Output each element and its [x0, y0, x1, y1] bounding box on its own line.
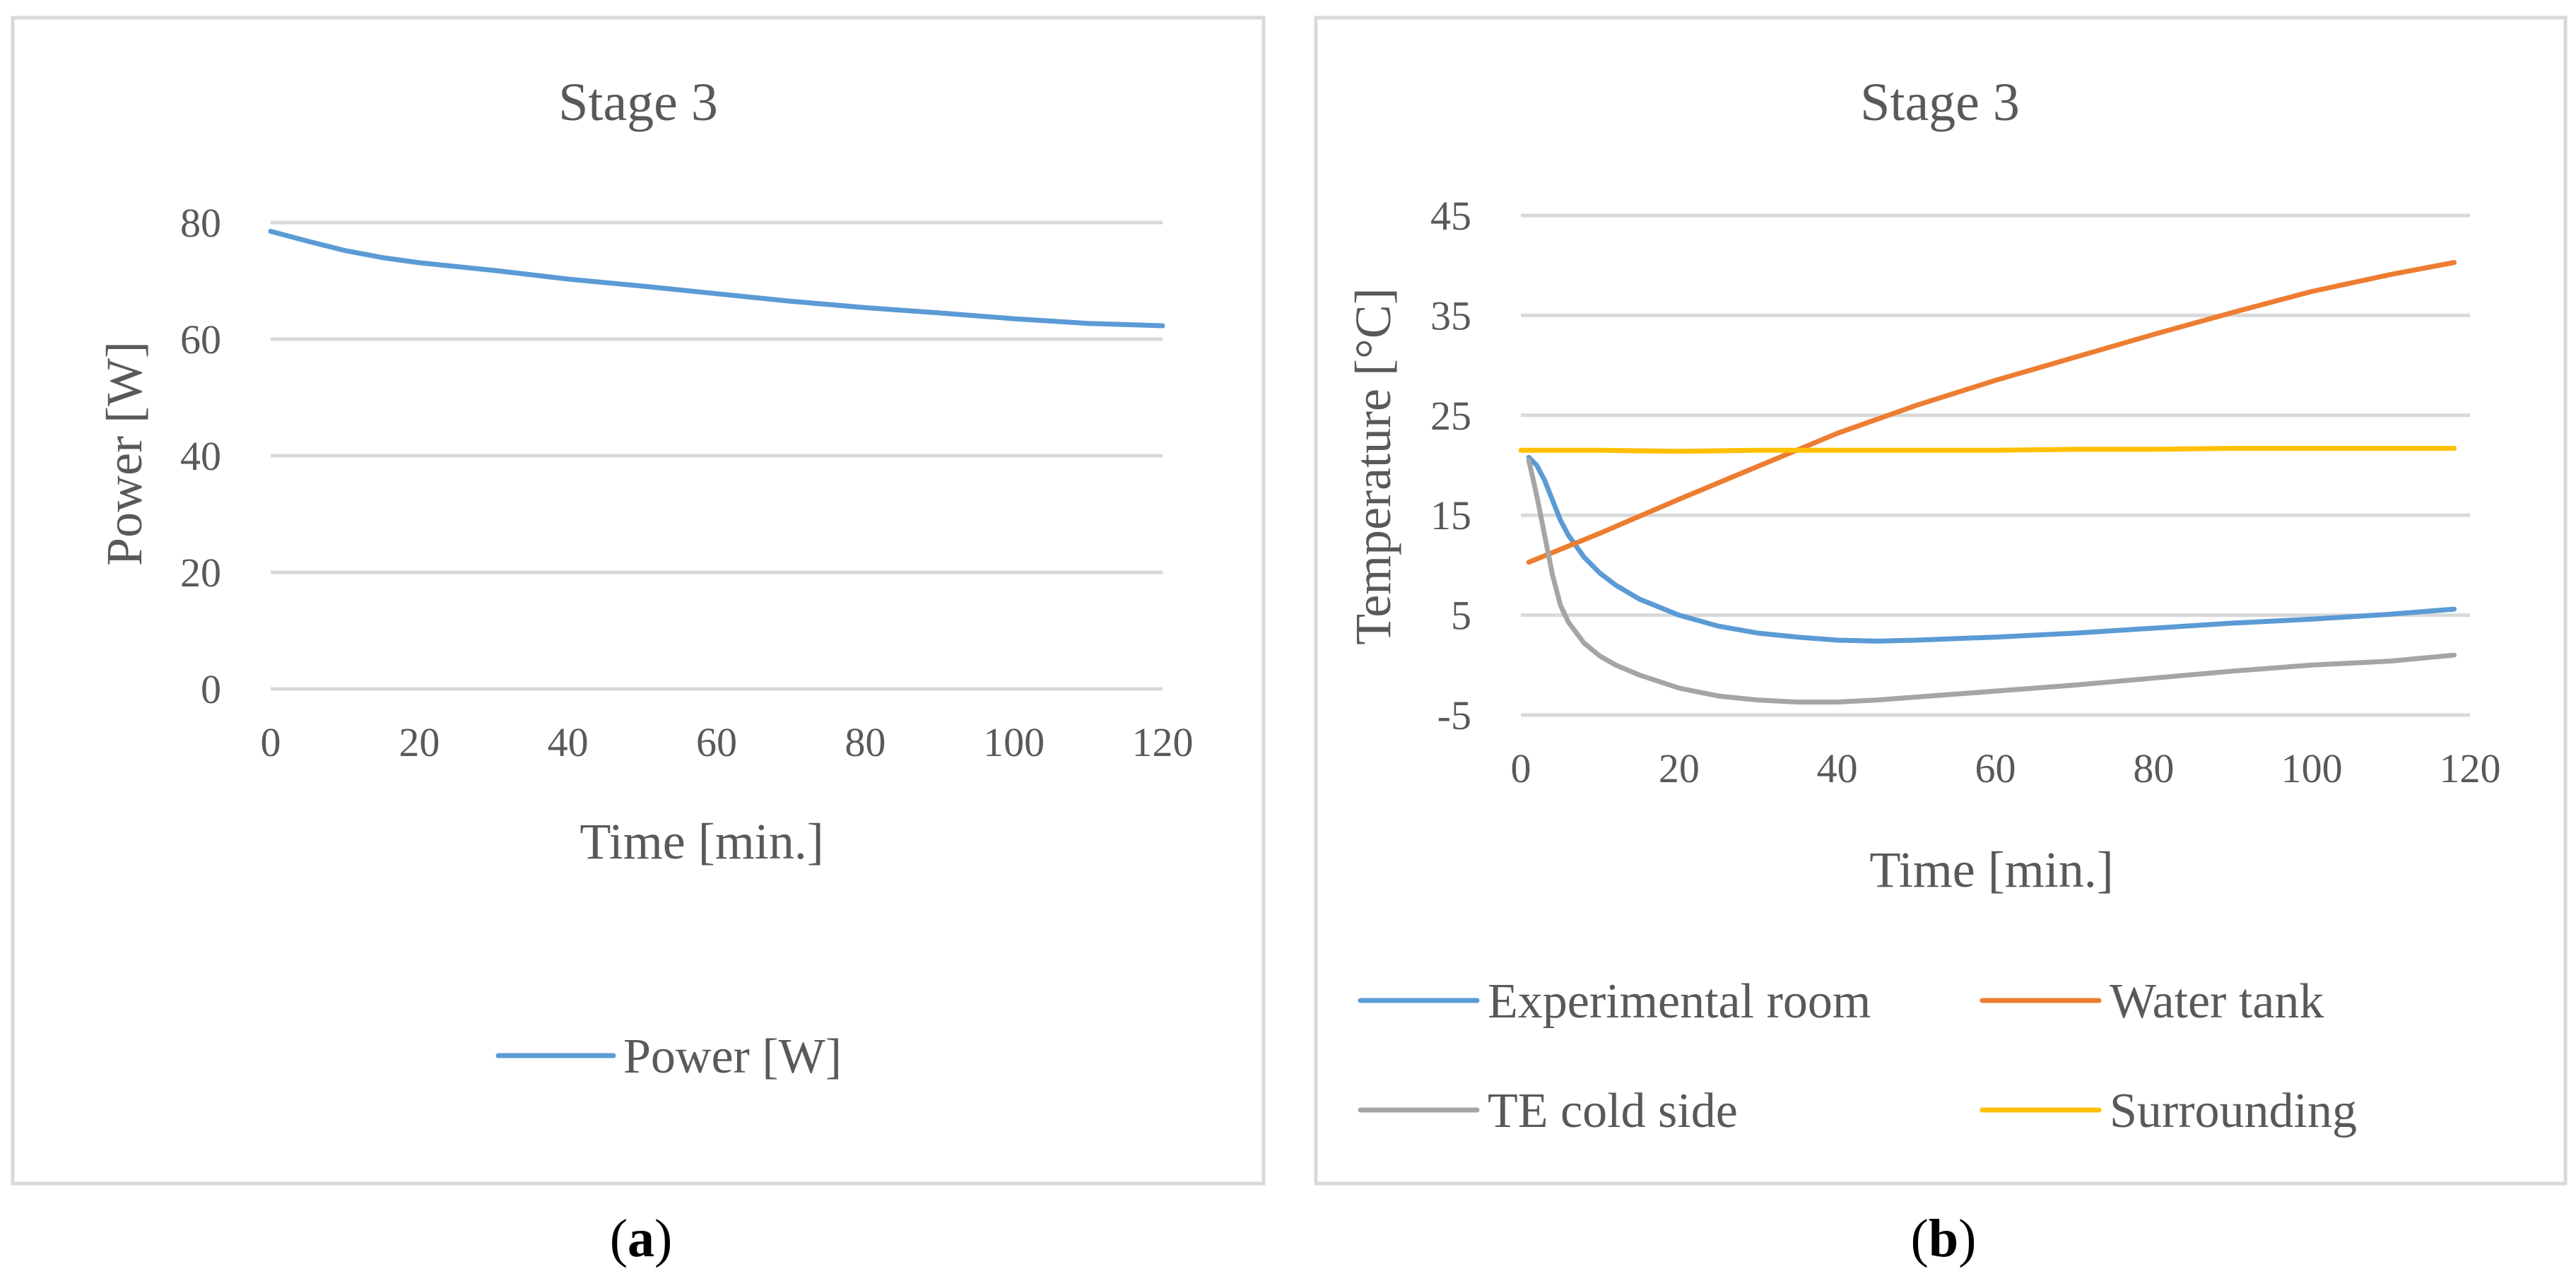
a-y-tick-label: 0 [201, 666, 221, 712]
caption-a-letter: a [628, 1209, 654, 1268]
b-legend-label-experimental-room: Experimental room [1488, 974, 1871, 1029]
chart-a-legend: Power [W] [495, 1029, 842, 1084]
b-x-tick-label: 60 [1975, 745, 2016, 791]
a-x-tick-label: 0 [261, 719, 281, 765]
b-series-line-water-tank [1526, 260, 2457, 565]
a-x-tick-label: 80 [845, 719, 886, 765]
chart-a-gridlines [271, 220, 1163, 691]
b-x-tick-label: 0 [1511, 745, 1531, 791]
chart-b-y-tick-labels: -5 5 15 25 35 45 [1430, 193, 1471, 738]
chart-b-title: Stage 3 [1860, 73, 2020, 132]
svg-text:(b): (b) [1911, 1209, 1977, 1268]
caption-a: (a) [610, 1209, 673, 1268]
caption-b-letter: b [1929, 1209, 1958, 1268]
chart-a-x-tick-labels: 0 20 40 60 80 100 120 [261, 719, 1194, 765]
b-legend-label-water-tank: Water tank [2110, 974, 2324, 1029]
chart-b: Stage 3 -5 5 15 25 35 45 0 20 40 60 80 100 120 Temp… [1314, 16, 2568, 1186]
b-series-line-surrounding [1518, 446, 2457, 454]
b-x-tick-label: 20 [1659, 745, 1700, 791]
a-series-line-power-w [268, 228, 1165, 329]
b-y-tick-label: 15 [1430, 492, 1471, 538]
chart-a-x-axis-title: Time [min.] [580, 813, 823, 870]
a-x-tick-label: 100 [983, 719, 1045, 765]
b-y-tick-label: 45 [1430, 193, 1471, 239]
svg-text:(a): (a) [610, 1209, 673, 1268]
b-x-tick-label: 120 [2440, 745, 2501, 791]
chart-b-x-axis-title: Time [min.] [1869, 842, 2113, 898]
a-x-tick-label: 60 [696, 719, 737, 765]
chart-b-frame [1314, 16, 2568, 1186]
b-y-tick-label: 35 [1430, 293, 1471, 338]
b-legend-label-surrounding: Surrounding [2110, 1084, 2357, 1138]
chart-a-legend-label-power: Power [W] [623, 1029, 842, 1084]
chart-b-x-tick-labels: 0 20 40 60 80 100 120 [1511, 745, 2501, 791]
chart-a-y-axis-title: Power [W] [96, 341, 153, 566]
b-x-tick-label: 80 [2133, 745, 2174, 791]
chart-a: Stage 3 0 20 40 60 80 0 20 40 60 80 100 120 Power … [11, 16, 1266, 1186]
a-x-tick-label: 40 [548, 719, 589, 765]
a-y-tick-label: 20 [180, 550, 221, 596]
a-x-tick-label: 120 [1132, 719, 1194, 765]
a-x-tick-label: 20 [399, 719, 440, 765]
b-series-line-experimental-room [1526, 454, 2457, 644]
chart-b-gridlines [1521, 213, 2470, 717]
b-series-line-te-cold-side [1526, 457, 2457, 705]
b-y-tick-label: 5 [1451, 593, 1471, 639]
a-y-tick-label: 80 [180, 200, 221, 246]
chart-b-series [1518, 260, 2457, 705]
chart-a-y-tick-labels: 0 20 40 60 80 [180, 200, 221, 712]
a-y-tick-label: 60 [180, 317, 221, 362]
b-legend-label-te-cold-side: TE cold side [1488, 1084, 1738, 1138]
b-y-tick-label: -5 [1437, 692, 1471, 738]
b-x-tick-label: 100 [2281, 745, 2343, 791]
b-y-tick-label: 25 [1430, 393, 1471, 439]
chart-b-legend: Experimental room Water tank TE cold side S… [1358, 974, 2357, 1138]
chart-a-frame [11, 16, 1266, 1186]
a-y-tick-label: 40 [180, 433, 221, 479]
chart-b-y-axis-title: Temperature [°C] [1345, 288, 1401, 645]
caption-b: (b) [1911, 1209, 1977, 1268]
b-x-tick-label: 40 [1817, 745, 1858, 791]
chart-a-title: Stage 3 [558, 73, 718, 132]
chart-a-series [268, 228, 1165, 329]
